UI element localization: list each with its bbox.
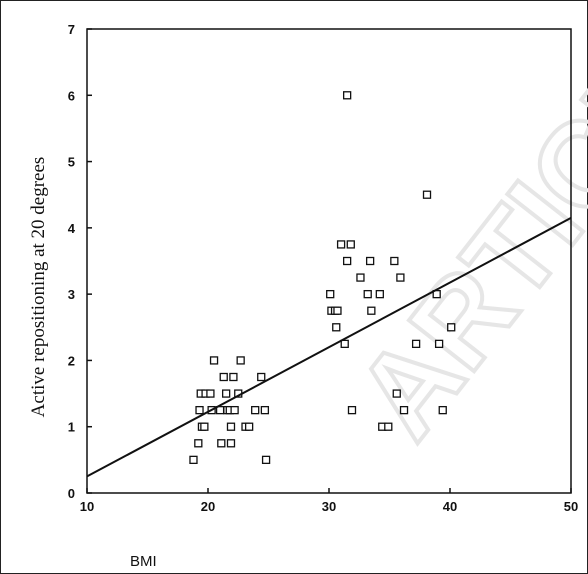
data-point [229, 372, 238, 382]
data-point [363, 289, 372, 299]
data-point [346, 240, 355, 249]
data-point [206, 389, 215, 398]
data-point [390, 256, 399, 266]
data-point [367, 306, 376, 315]
data-point [244, 422, 254, 431]
watermark: ARTICLE [331, 0, 588, 462]
x-tick-label: 30 [322, 499, 336, 514]
trendline [86, 217, 572, 478]
data-point [195, 405, 204, 415]
data-point [333, 306, 342, 315]
x-axis-ticks: 10 20 30 40 50 [80, 488, 578, 514]
data-point [226, 422, 236, 431]
data-point [236, 356, 245, 365]
data-point [217, 439, 226, 448]
y-tick-label: 5 [68, 155, 75, 170]
data-point [200, 422, 209, 431]
data-point [221, 389, 231, 398]
data-point [438, 405, 447, 415]
data-point [434, 339, 444, 349]
data-point [347, 405, 357, 415]
data-point [396, 273, 405, 282]
data-point [230, 405, 239, 415]
data-point [356, 273, 365, 282]
y-tick-label: 3 [68, 287, 75, 302]
data-point [342, 91, 352, 100]
x-tick-label: 10 [80, 499, 94, 514]
data-point [189, 455, 198, 465]
data-point [392, 389, 401, 398]
data-point [342, 256, 352, 266]
y-tick-label: 6 [68, 88, 75, 103]
data-point [365, 256, 375, 266]
x-axis-label: BMI [130, 553, 157, 570]
data-point [384, 422, 393, 431]
y-tick-label: 0 [68, 486, 75, 501]
data-point [194, 439, 203, 448]
x-tick-label: 50 [564, 499, 578, 514]
data-point [399, 405, 409, 415]
data-point [257, 372, 266, 382]
y-tick-label: 7 [68, 22, 75, 37]
data-point [411, 339, 421, 349]
data-point [251, 405, 260, 415]
data-point [447, 323, 456, 332]
data-point [260, 405, 270, 415]
data-point [226, 439, 236, 448]
y-axis-label: Active repositioning at 20 degrees [28, 157, 49, 418]
data-points [189, 91, 456, 465]
data-point [336, 240, 346, 249]
y-tick-label: 2 [68, 353, 75, 368]
data-point [209, 356, 219, 365]
data-point [326, 289, 335, 299]
data-point [261, 455, 271, 465]
y-tick-label: 4 [68, 221, 76, 236]
x-tick-label: 20 [201, 499, 215, 514]
x-tick-label: 40 [443, 499, 457, 514]
data-point [219, 372, 228, 382]
data-point [422, 190, 432, 199]
y-axis-ticks: 0 1 2 3 4 5 6 7 [68, 22, 92, 501]
data-point [332, 323, 341, 332]
data-point [375, 289, 384, 299]
data-point [340, 339, 349, 349]
y-tick-label: 1 [68, 420, 75, 435]
